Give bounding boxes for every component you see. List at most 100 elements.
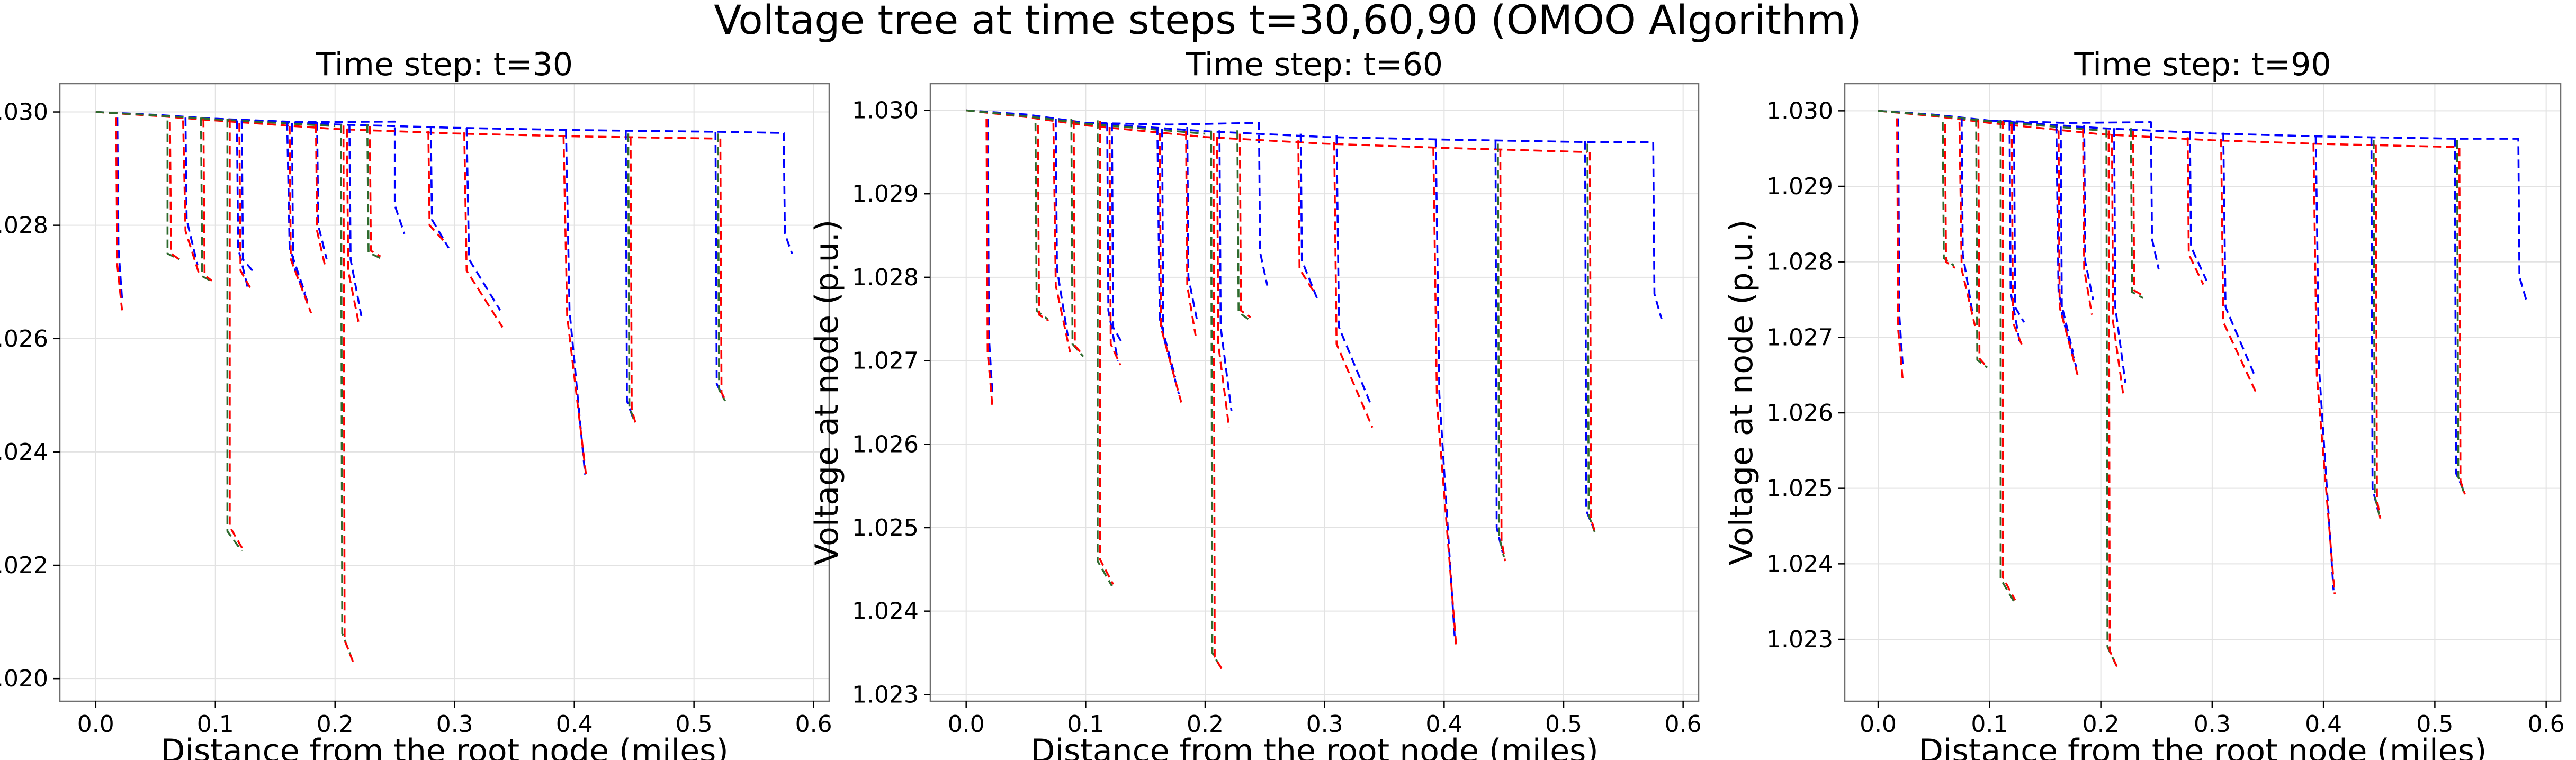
voltage-branch-green (95, 111, 335, 128)
voltage-branch-red (346, 129, 360, 325)
x-tick-label: 0.0 (77, 711, 114, 738)
voltage-branch-green (1586, 143, 1596, 532)
voltage-branch-blue (1961, 118, 1974, 315)
voltage-branch-blue (2314, 135, 2335, 591)
x-tick-label: 0.3 (1306, 711, 1343, 738)
voltage-branch-green (2456, 140, 2465, 493)
voltage-branch-blue (429, 126, 450, 249)
voltage-branch-red (985, 119, 994, 407)
voltage-branch-green (1878, 110, 2101, 132)
voltage-branch-green (627, 133, 635, 421)
voltage-branch-red (562, 135, 588, 478)
voltage-branch-blue (184, 117, 199, 266)
voltage-branch-red (1238, 133, 1251, 319)
voltage-branch-green (226, 119, 243, 552)
y-tick-label: 1.028 (0, 212, 48, 239)
y-tick-label: 1.025 (852, 514, 919, 541)
voltage-branch-blue (565, 130, 586, 475)
x-tick-label: 0.2 (1187, 711, 1224, 738)
voltage-branch-green (2130, 128, 2144, 299)
voltage-branch-red (2010, 125, 2023, 346)
voltage-branch-green (1097, 120, 1113, 587)
voltage-branch-blue (1161, 129, 1180, 395)
voltage-branch-red (182, 120, 201, 277)
y-tick-label: 1.023 (852, 681, 919, 708)
y-tick-label: 1.024 (1766, 550, 1833, 577)
voltage-branch-blue (1989, 120, 2160, 270)
voltage-branch-green (366, 124, 381, 259)
x-axis-label: Distance from the root node (miles) (1030, 732, 1599, 760)
y-axis-label: Voltage at node (p.u.) (809, 220, 846, 565)
voltage-branch-red (1037, 125, 1049, 322)
voltage-branch-blue (1186, 126, 1198, 320)
voltage-branch-red (2057, 130, 2080, 379)
y-tick-label: 1.027 (1766, 324, 1833, 351)
panel-title: Time step: t=30 (316, 46, 573, 83)
voltage-branch-blue (1218, 130, 1233, 411)
voltage-branch-red (1185, 131, 1197, 336)
voltage-branch-blue (2083, 125, 2094, 300)
figure-title: Voltage tree at time steps t=30,60,90 (O… (714, 0, 1862, 43)
voltage-branch-red (1073, 120, 1083, 355)
voltage-branch-blue (1111, 123, 1124, 345)
plot-frame (59, 83, 830, 702)
voltage-branch-red (2001, 120, 2016, 601)
voltage-branch-red (169, 122, 182, 261)
voltage-branch-red (202, 119, 213, 282)
x-tick-label: 0.6 (2528, 711, 2565, 738)
y-tick-label: 1.030 (1766, 97, 1833, 124)
y-tick-label: 1.028 (1766, 249, 1833, 276)
x-tick-label: 0.0 (948, 711, 985, 738)
voltage-branch-blue (2222, 132, 2256, 376)
voltage-branch-blue (1085, 122, 1269, 286)
x-tick-label: 0.4 (556, 711, 593, 738)
x-tick-label: 0.2 (2083, 711, 2120, 738)
voltage-branch-red (1159, 132, 1182, 403)
voltage-branch-red (1099, 121, 1114, 585)
voltage-branch-red (2312, 143, 2336, 594)
voltage-branch-blue (286, 122, 306, 294)
voltage-branch-green (340, 124, 353, 659)
voltage-branch-red (427, 131, 446, 243)
y-tick-label: 1.029 (1766, 173, 1833, 200)
voltage-branch-green (966, 109, 1206, 135)
x-tick-label: 0.1 (197, 711, 234, 738)
y-tick-label: 1.024 (852, 598, 919, 625)
voltage-branch-blue (291, 123, 310, 305)
x-axis-label: Distance from the root node (miles) (1919, 732, 2487, 760)
y-tick-label: 1.026 (0, 325, 48, 352)
voltage-branch-blue (240, 120, 254, 272)
voltage-branch-blue (1897, 118, 1904, 364)
voltage-branch-red (2458, 148, 2466, 495)
voltage-branch-red (1944, 124, 1956, 269)
voltage-branch-red (1052, 123, 1071, 353)
voltage-branch-blue (215, 117, 406, 234)
y-tick-label: 1.026 (852, 431, 919, 458)
voltage-branch-blue (2189, 131, 2208, 282)
x-tick-label: 0.5 (1545, 711, 1582, 738)
voltage-branch-red (1108, 126, 1121, 366)
y-tick-label: 1.024 (0, 439, 48, 466)
voltage-branch-blue (2370, 137, 2379, 511)
voltage-branch-red (2220, 139, 2258, 395)
voltage-branch-red (1216, 137, 1230, 428)
y-tick-label: 1.030 (0, 99, 48, 126)
voltage-branch-red (463, 132, 504, 328)
voltage-branch-green (1999, 120, 2015, 602)
plot-frame (1844, 83, 2562, 702)
panel-title: Time step: t=90 (2074, 46, 2331, 83)
y-tick-label: 1.030 (852, 97, 919, 124)
voltage-branch-blue (986, 119, 994, 394)
y-tick-label: 1.027 (852, 348, 919, 375)
voltage-branch-red (238, 123, 251, 288)
voltage-branch-red (342, 125, 354, 662)
y-tick-label: 1.025 (1766, 475, 1833, 502)
voltage-branch-red (289, 126, 312, 314)
voltage-branch-green (166, 120, 180, 260)
panel-t30: 0.0 0.1 0.2 0.3 0.4 0.5 0.6 1.020 1.022 1.024 1.02… (0, 46, 832, 760)
voltage-branch-blue (714, 131, 725, 399)
voltage-branch-blue (1106, 123, 1119, 361)
voltage-branch-red (369, 126, 381, 258)
voltage-branch-red (2186, 137, 2204, 285)
